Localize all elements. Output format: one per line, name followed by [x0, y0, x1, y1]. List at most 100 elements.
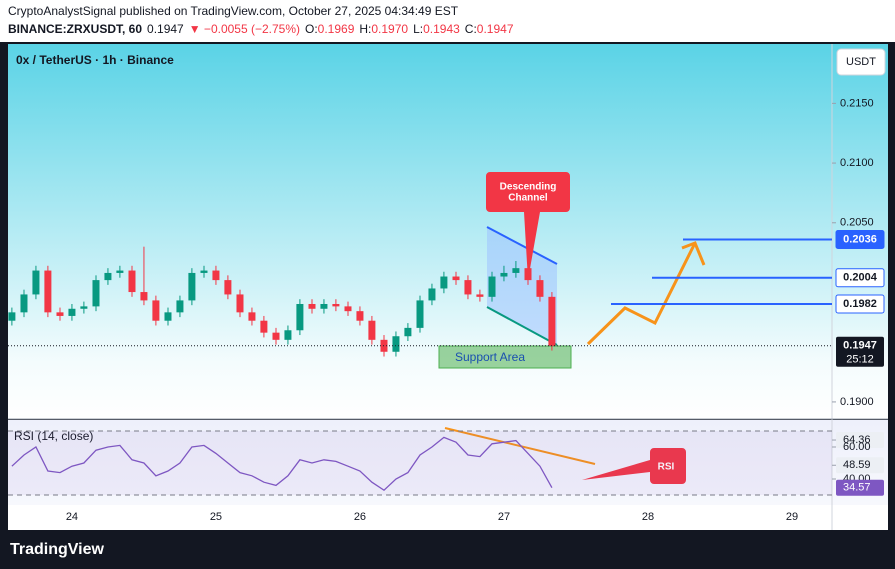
channel-upper [486, 226, 558, 265]
candle-body [224, 280, 232, 295]
candle-body [128, 270, 136, 293]
candle-body [416, 300, 424, 328]
candle-body [188, 272, 196, 301]
rsi-line [11, 436, 553, 492]
candle-body [464, 280, 472, 295]
candle-body [260, 320, 268, 333]
header-field: 0.1969 [318, 22, 355, 36]
channel-label: Channel [508, 193, 548, 204]
rsi-tick-label: 64.36 [843, 434, 871, 446]
candle-body [488, 276, 496, 297]
countdown: 25:12 [846, 354, 874, 366]
candle-body [152, 300, 160, 321]
channel-callout [486, 172, 570, 280]
header-field: C: [465, 22, 477, 36]
level-label: 0.1982 [843, 298, 877, 310]
arrow-head [681, 241, 706, 266]
candle-body [296, 303, 304, 331]
candle-body [272, 332, 280, 340]
channel-label: Descending [500, 182, 557, 193]
candle-body [248, 312, 256, 321]
level-tag [835, 230, 885, 250]
header-field: ▼ −0.0055 (−2.75%) [189, 22, 300, 36]
candle-body [536, 280, 544, 297]
y-tick-label: 0.1900 [840, 396, 874, 408]
x-tick-label: 27 [498, 511, 510, 523]
rsi-last-tag [836, 479, 884, 496]
candle-body [524, 268, 532, 281]
currency-button[interactable] [836, 48, 886, 76]
y-tick-label: 0.2050 [840, 217, 874, 229]
candle-body [512, 268, 520, 273]
candle-body [212, 270, 220, 281]
candle-body [92, 280, 100, 307]
candle-body [356, 311, 364, 321]
candle-body [44, 270, 52, 313]
rsi-divergence-line [444, 427, 596, 465]
candle-body [404, 327, 412, 337]
candle-body [344, 306, 352, 312]
header-bar [0, 0, 895, 42]
last-price-tag [836, 336, 884, 367]
candle-body [500, 272, 508, 277]
time-axis [8, 505, 888, 530]
candle-body [452, 276, 460, 281]
header-field: H: [359, 22, 371, 36]
candle-body [8, 312, 16, 321]
level-tag [835, 268, 885, 288]
level-tag [835, 294, 885, 314]
candle-body [236, 294, 244, 313]
rsi-callout-label: RSI [658, 462, 675, 473]
rsi-callout [582, 448, 686, 484]
header-field: 0.1970 [371, 22, 408, 36]
level-label: 0.2004 [843, 272, 878, 284]
support-box [438, 345, 572, 369]
header-field: O: [305, 22, 318, 36]
x-tick-label: 29 [786, 511, 798, 523]
level-label: 0.2036 [843, 233, 877, 245]
candle-body [200, 270, 208, 273]
header-field: 0.1943 [423, 22, 460, 36]
rsi-tick-label: 48.59 [843, 459, 871, 471]
y-tick-label: 0.2100 [840, 157, 874, 169]
chart-title: 0x / TetherUS · 1h · Binance [16, 53, 174, 67]
candle-body [164, 312, 172, 321]
candle-body [476, 294, 484, 297]
channel-lower [486, 306, 558, 346]
candle-body [68, 308, 76, 316]
candle-body [284, 330, 292, 340]
symbol-line: BINANCE:ZRXUSDT, 60 0.1947 ▼ −0.0055 (−2.7… [8, 22, 514, 36]
rsi-title: RSI (14, close) [14, 429, 93, 443]
projection-arrow [586, 242, 697, 346]
candle-body [20, 294, 28, 313]
candle-body [32, 270, 40, 295]
x-tick-label: 26 [354, 511, 366, 523]
candle-body [176, 300, 184, 313]
candle-body [428, 288, 436, 301]
header-field: L: [413, 22, 423, 36]
support-label: Support Area [455, 350, 525, 364]
candle-body [320, 303, 328, 309]
candle-body [140, 292, 148, 301]
candle-body [116, 270, 124, 273]
candle-body [392, 336, 400, 352]
y-tick-label: 0.2150 [840, 97, 874, 109]
header-field: 0.1947 [147, 22, 184, 36]
rsi-pane [8, 420, 888, 505]
candle-body [368, 320, 376, 340]
x-tick-label: 24 [66, 511, 78, 523]
candle-body [104, 272, 112, 281]
x-tick-label: 28 [642, 511, 654, 523]
candle-body [56, 312, 64, 316]
rsi-tag [836, 457, 884, 474]
rsi-tag [836, 432, 884, 449]
header-field: 0.1947 [477, 22, 514, 36]
rsi-tick-label: 60.00 [843, 441, 871, 453]
rsi-last-label: 34.57 [843, 482, 871, 494]
last-price-label: 0.1947 [843, 340, 877, 352]
header-field: BINANCE:ZRXUSDT, 60 [8, 22, 142, 36]
currency[interactable]: USDT [846, 56, 876, 68]
candle-body [308, 303, 316, 309]
